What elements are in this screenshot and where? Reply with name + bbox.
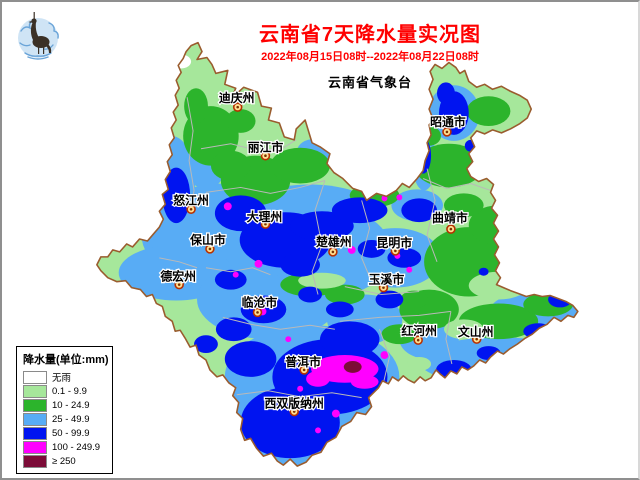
legend-item: 10 - 24.9 <box>23 398 108 412</box>
city-marker-dot <box>416 338 420 342</box>
city-marker-dot <box>236 105 239 109</box>
legend-label: ≥ 250 <box>52 455 76 467</box>
city: 昆明市 <box>375 235 414 256</box>
city: 文山州 <box>457 324 495 344</box>
legend-swatch <box>23 440 47 454</box>
legend-rows: 无雨 0.1 - 9.9 10 - 24.9 25 - 49.9 50 - 99.9 10… <box>23 370 108 468</box>
city-label: 保山市 <box>189 233 226 247</box>
city-label: 曲靖市 <box>432 211 468 225</box>
city-marker-dot <box>292 410 296 413</box>
legend-box: 降水量(单位:mm) 无雨 0.1 - 9.9 10 - 24.9 25 - 49.9… <box>16 346 113 474</box>
legend-item: 0.1 - 9.9 <box>23 384 108 398</box>
city: 昭通市 <box>429 114 467 137</box>
legend-swatch <box>23 412 47 426</box>
legend-label: 10 - 24.9 <box>52 399 90 411</box>
city-marker-dot <box>445 130 449 134</box>
city: 曲靖市 <box>431 210 469 234</box>
legend-item: 25 - 49.9 <box>23 412 108 426</box>
city-marker-dot <box>331 250 335 254</box>
city-label: 德宏州 <box>160 270 196 284</box>
city-label: 昭通市 <box>430 115 466 129</box>
city: 大理州 <box>245 209 284 229</box>
city: 德宏州 <box>159 268 197 290</box>
prefecture-boundaries <box>159 97 491 399</box>
peacock-cloud-icon <box>18 12 59 60</box>
city-marker-dot <box>302 368 306 372</box>
city-label: 玉溪市 <box>369 273 405 287</box>
legend-swatch <box>23 398 47 412</box>
legend-item: 无雨 <box>23 370 108 384</box>
legend-swatch <box>23 384 47 398</box>
city-marker-dot <box>382 286 385 289</box>
city: 丽江市 <box>246 140 285 161</box>
rain-over-250-layer <box>343 360 362 373</box>
city-marker-dot <box>256 311 259 314</box>
city: 楚雄州 <box>314 234 353 257</box>
legend-label: 50 - 99.9 <box>52 427 90 439</box>
city-marker-dot <box>208 247 212 251</box>
city-label: 怒江州 <box>173 193 209 207</box>
legend-item: 50 - 99.9 <box>23 426 108 440</box>
legend-swatch <box>23 454 47 468</box>
city: 玉溪市 <box>367 271 406 293</box>
city-label: 楚雄州 <box>315 235 352 249</box>
city-marker-dot <box>264 222 267 226</box>
city-label: 红河州 <box>401 324 437 338</box>
agency-logo <box>15 11 61 61</box>
legend-title: 降水量(单位:mm) <box>23 354 109 366</box>
city-label: 文山州 <box>458 325 494 339</box>
legend-label: 25 - 49.9 <box>52 413 90 425</box>
city-marker-dot <box>264 154 267 157</box>
legend-label: 100 - 249.9 <box>52 441 101 453</box>
city-label: 迪庆州 <box>219 91 255 105</box>
city-label: 丽江市 <box>248 141 284 155</box>
city-marker-dot <box>189 207 193 211</box>
city-label: 普洱市 <box>285 355 321 369</box>
legend-item: 100 - 249.9 <box>23 440 108 454</box>
city-marker-dot <box>449 227 453 231</box>
city-label: 昆明市 <box>377 236 413 250</box>
city: 怒江州 <box>172 192 210 215</box>
legend-label: 无雨 <box>52 373 72 384</box>
city-marker-dot <box>475 337 478 341</box>
legend-swatch <box>23 426 47 440</box>
legend-swatch <box>23 370 47 384</box>
city-label: 临沧市 <box>242 295 278 309</box>
legend-item: ≥ 250 <box>23 454 108 468</box>
city: 临沧市 <box>240 294 279 318</box>
city: 保山市 <box>188 232 227 254</box>
province-border <box>96 41 579 467</box>
legend-label: 0.1 - 9.9 <box>52 385 87 397</box>
city-marker-dot <box>177 283 181 286</box>
city-marker-dot <box>394 249 397 253</box>
city: 红河州 <box>400 323 438 345</box>
city: 迪庆州 <box>218 90 256 112</box>
city: 普洱市 <box>284 354 322 375</box>
city-label: 大理州 <box>247 210 283 224</box>
city: 西双版纳州 <box>263 395 325 417</box>
city-label: 西双版纳州 <box>264 397 323 411</box>
